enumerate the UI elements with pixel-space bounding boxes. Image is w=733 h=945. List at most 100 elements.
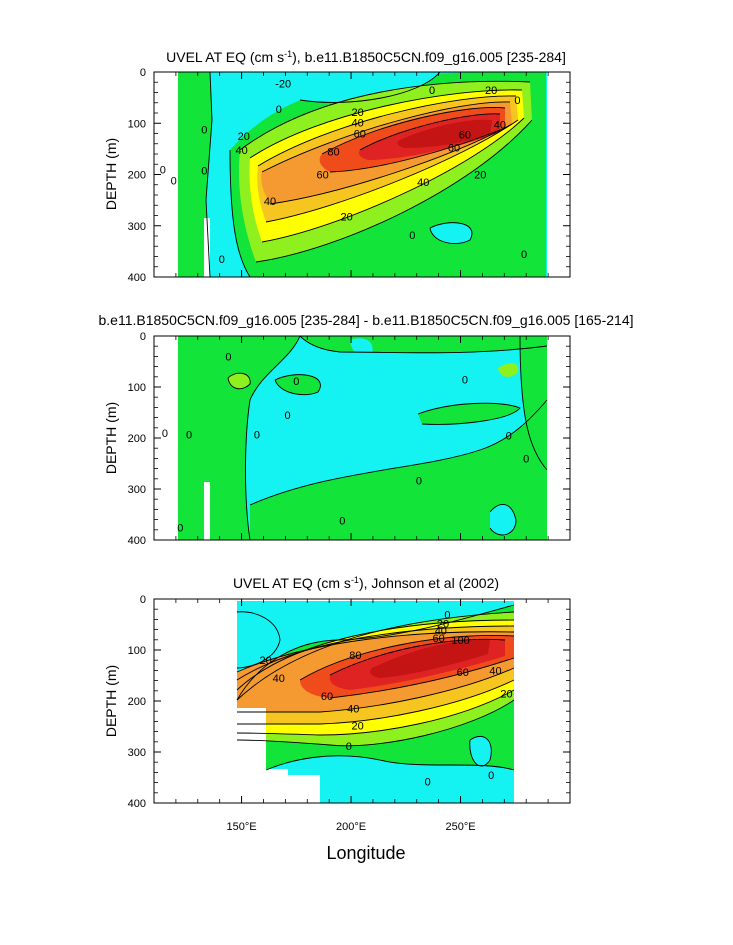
- contour-label: 0: [293, 376, 299, 388]
- contour-label: 0: [339, 516, 345, 528]
- p2-contour-lines: [227, 336, 548, 540]
- p2-mid-green-blob: [275, 374, 321, 395]
- contour-label: 60: [459, 130, 471, 142]
- p2-contour-line: [299, 336, 548, 354]
- y-tick-label: 400: [128, 272, 146, 284]
- contour-label: 40: [494, 119, 506, 131]
- p3-contour-lines: [236, 604, 515, 771]
- contour-label: 40: [489, 665, 501, 677]
- contour-label: 80: [327, 146, 339, 158]
- p1-west-green-strip: [178, 72, 212, 277]
- p3-contour-line: [469, 735, 492, 767]
- contour-label: 20: [351, 107, 363, 119]
- contour-label: 0: [177, 522, 183, 534]
- p1-contour-line: [299, 72, 441, 103]
- contour-label: 20: [500, 688, 512, 700]
- contour-label: 0: [284, 410, 290, 422]
- contour-label: 0: [462, 374, 468, 386]
- y-tick-label: 400: [128, 535, 146, 547]
- p3-darkred: [370, 639, 490, 678]
- p1-contour-line: [429, 222, 473, 244]
- panel-1-ylabel: DEPTH (m): [103, 138, 119, 210]
- contour-label: 60: [457, 667, 469, 679]
- p1-contour-line: [239, 80, 531, 151]
- p2-cyan-hole-1: [490, 504, 516, 535]
- p1-contour-line: [269, 123, 513, 205]
- contour-label: 100: [451, 635, 469, 647]
- panel-1-filled-contours: [154, 72, 570, 277]
- y-tick-label: 100: [128, 118, 146, 130]
- p1-contour-line: [261, 101, 511, 173]
- contour-label: 0: [514, 95, 520, 107]
- contour-label: 20: [485, 85, 497, 97]
- contour-label: 0: [171, 176, 177, 188]
- p2-contour-line: [274, 374, 321, 396]
- p2-contour-line: [417, 402, 521, 425]
- p3-land-mask: [154, 599, 570, 803]
- panel-3-ylabel: DEPTH (m): [103, 665, 119, 737]
- p2-east-green-blob: [418, 403, 520, 425]
- p2-land-gap: [204, 482, 210, 540]
- contour-label: 0: [523, 453, 529, 465]
- p2-contour-line: [249, 399, 548, 506]
- y-tick-label: 300: [128, 747, 146, 759]
- contour-label: 0: [416, 475, 422, 487]
- p3-cyan-blob: [469, 736, 492, 767]
- contour-label: 60: [433, 633, 445, 645]
- p3-contour-line: [236, 679, 515, 725]
- contour-label: 60: [354, 129, 366, 141]
- contour-label: 40: [273, 673, 285, 685]
- contour-label: 0: [409, 230, 415, 242]
- p3-contour-line: [236, 699, 515, 747]
- panel-2: b.e11.B1850C5CN.f09_g16.005 [235-284] - …: [99, 312, 634, 547]
- contour-label: 20: [341, 212, 353, 224]
- y-tick-label: 200: [128, 170, 146, 182]
- p2-lightgreen-1: [228, 373, 251, 389]
- contour-label: 0: [488, 770, 494, 782]
- panel-3-filled-contours: [154, 599, 570, 803]
- p1-contour-line: [229, 149, 251, 277]
- contour-label: 20: [260, 655, 272, 667]
- y-tick-label: 300: [128, 484, 146, 496]
- y-tick-label: 100: [128, 382, 146, 394]
- p3-contour-line: [236, 689, 515, 736]
- contour-label: 40: [347, 704, 359, 716]
- contour-label: 0: [219, 254, 225, 266]
- contour-label: 0: [186, 429, 192, 441]
- contour-label: 40: [417, 177, 429, 189]
- p3-contour-line: [299, 635, 515, 681]
- p3-contour-line: [237, 667, 515, 713]
- contour-label: 60: [448, 142, 460, 154]
- panel-3: UVEL AT EQ (cm s-1), Johnson et al (2002…: [103, 575, 571, 810]
- y-tick-label: 200: [128, 696, 146, 708]
- contour-label: 0: [276, 104, 282, 116]
- x-tick-label: 250°E: [445, 821, 475, 833]
- p1-contour-line: [257, 95, 517, 167]
- contour-label: 0: [201, 165, 207, 177]
- contour-label: 80: [349, 650, 361, 662]
- p2-contour-line: [227, 372, 251, 390]
- contour-label: 40: [235, 145, 247, 157]
- y-tick-label: 300: [128, 221, 146, 233]
- contour-label: 60: [316, 170, 328, 182]
- p1-contour-line: [321, 107, 506, 155]
- contour-label: 20: [351, 720, 363, 732]
- p1-cyan-pocket-1: [300, 72, 440, 103]
- p1-contour-line: [249, 89, 523, 159]
- p1-contour-line: [265, 119, 519, 223]
- p3-contour-line: [236, 625, 515, 681]
- p2-contour-line: [489, 504, 517, 536]
- contour-label: 0: [225, 351, 231, 363]
- p3-contour-line: [236, 611, 515, 701]
- contour-label: 20: [437, 618, 449, 630]
- x-tick-label: 150°E: [227, 821, 257, 833]
- y-tick-label: 100: [128, 645, 146, 657]
- panel-3-title: UVEL AT EQ (cm s-1), Johnson et al (2002…: [233, 575, 499, 591]
- contour-label: 0: [346, 741, 352, 753]
- p2-contour-line: [519, 336, 548, 471]
- y-tick-label: 0: [140, 594, 146, 606]
